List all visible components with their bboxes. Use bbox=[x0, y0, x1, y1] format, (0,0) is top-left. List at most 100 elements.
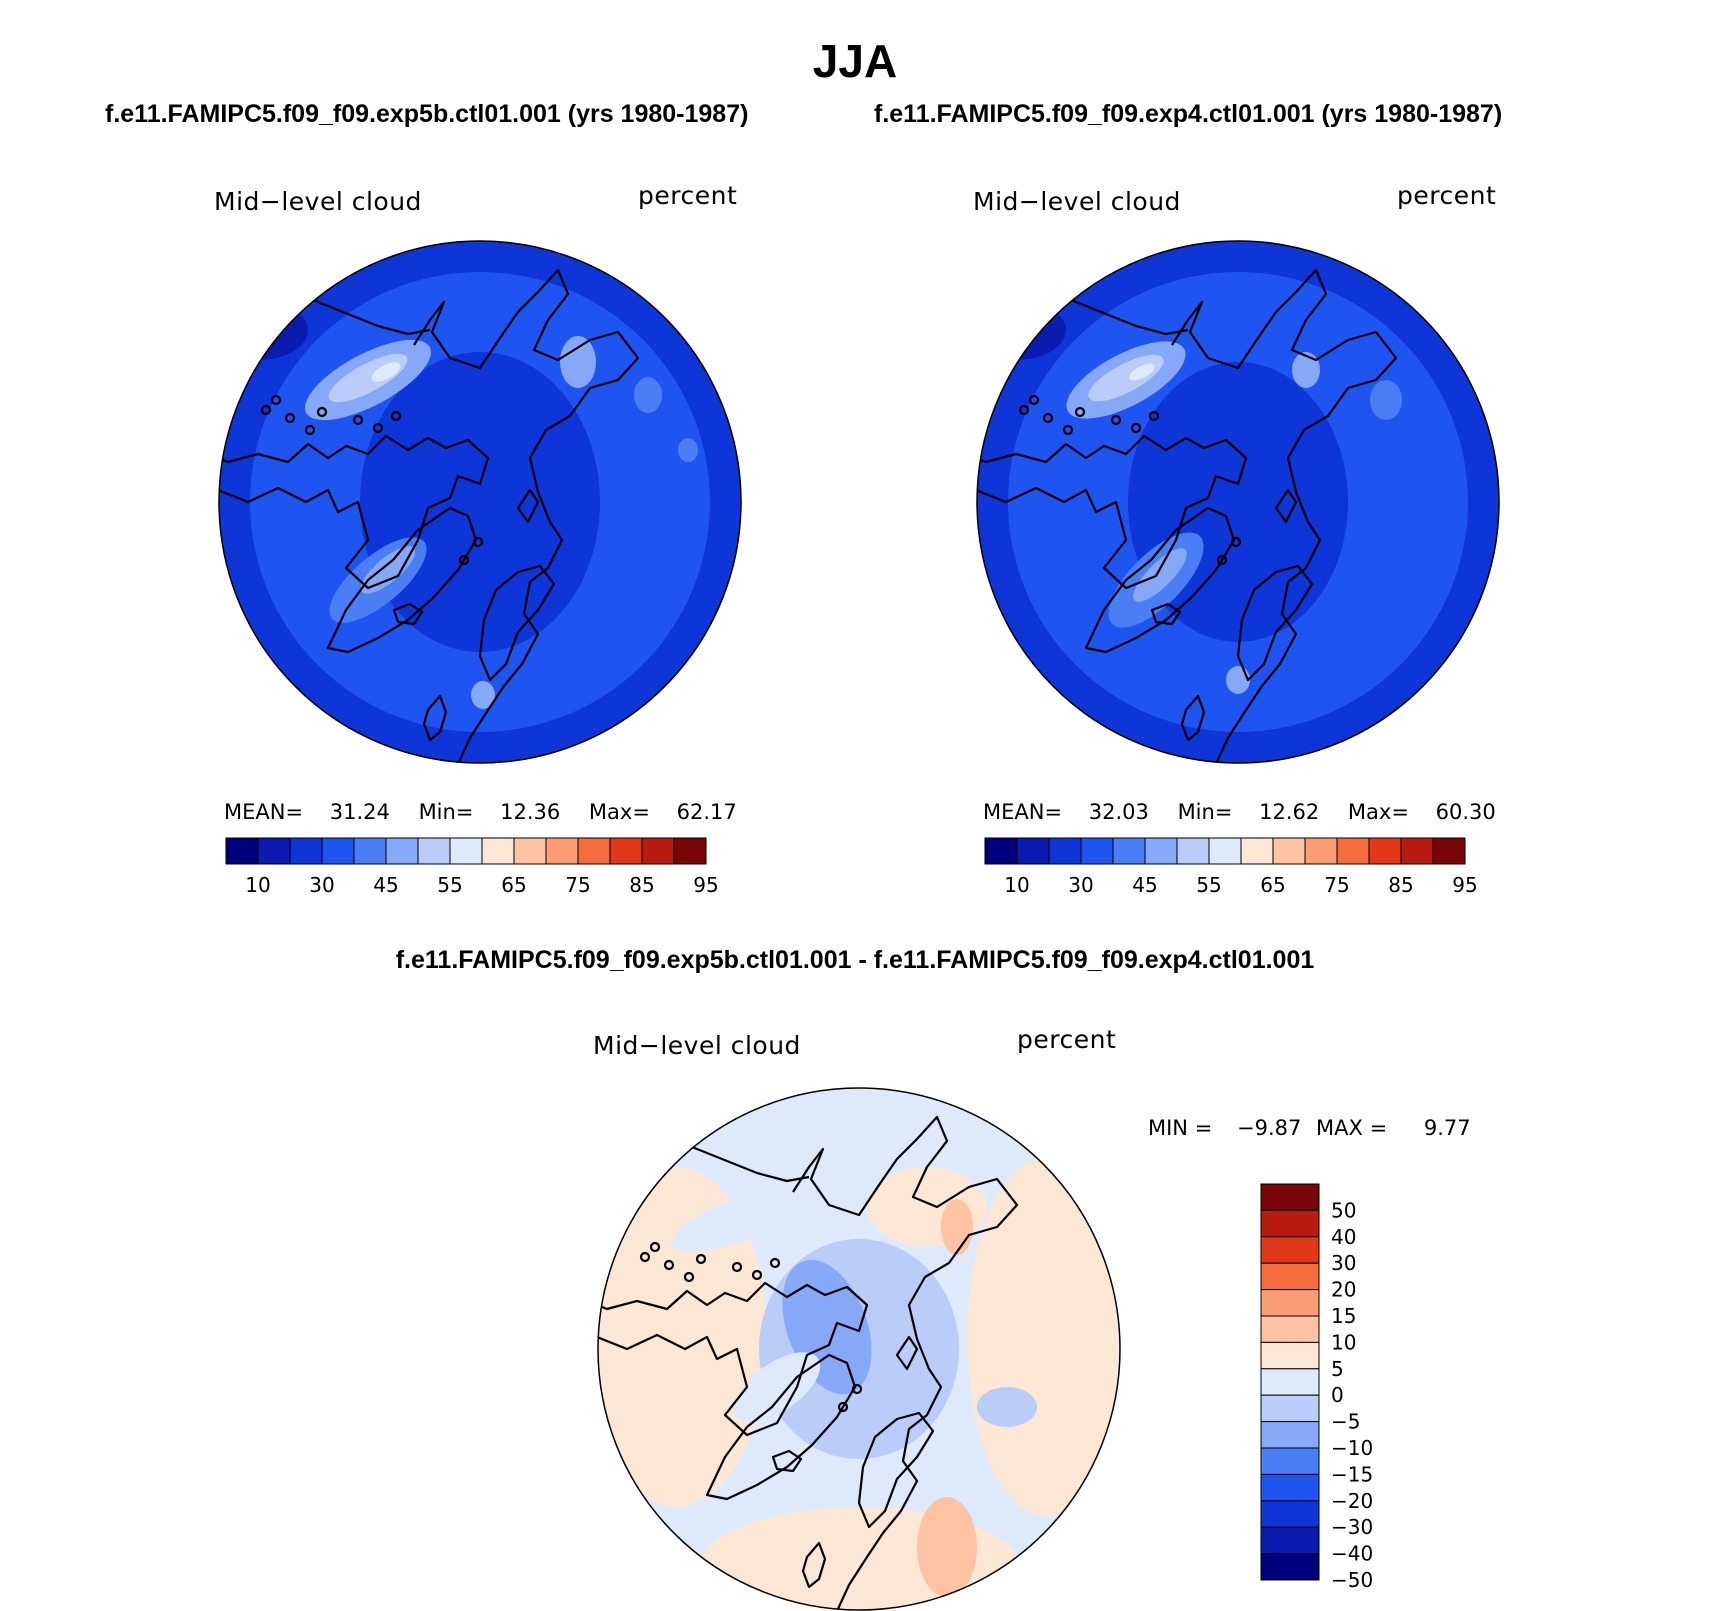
colorbar-swatch bbox=[1304, 837, 1338, 865]
colorbar-swatch bbox=[1240, 837, 1274, 865]
island bbox=[352, 414, 364, 426]
contour-region bbox=[1370, 380, 1402, 420]
colorbar-tick-label: 45 bbox=[373, 873, 398, 897]
coastline bbox=[392, 602, 424, 626]
contour-region bbox=[967, 1157, 1120, 1517]
panel1-colorbar: 10 30 45 55 65 75 85 95 bbox=[225, 837, 719, 897]
island bbox=[1028, 394, 1040, 406]
colorbar-swatch bbox=[1260, 1526, 1320, 1555]
colorbar-swatch bbox=[449, 837, 483, 865]
colorbar-tick-label: 85 bbox=[629, 873, 654, 897]
panel2-mean-value: 32.03 bbox=[1088, 800, 1149, 824]
panel1-mean-value: 31.24 bbox=[329, 800, 390, 824]
coastline bbox=[1150, 602, 1182, 626]
coastline bbox=[422, 694, 448, 742]
subtitle-right: f.e11.FAMIPC5.f09_f09.exp4.ctl01.001 (yr… bbox=[874, 100, 1503, 128]
coastline bbox=[1180, 694, 1206, 742]
colorbar-swatch bbox=[1260, 1447, 1320, 1475]
contour-region bbox=[371, 362, 401, 382]
contour-region bbox=[941, 1199, 973, 1255]
contour-region bbox=[1168, 446, 1308, 514]
colorbar-swatch bbox=[1260, 1209, 1320, 1238]
colorbar-swatch bbox=[1260, 1341, 1320, 1370]
colorbar-swatch bbox=[1208, 837, 1242, 865]
island bbox=[751, 1269, 763, 1281]
island bbox=[1018, 404, 1030, 416]
panel1-variable-label: Mid−level cloud bbox=[214, 187, 422, 216]
island bbox=[837, 1401, 849, 1413]
coastline bbox=[895, 1335, 919, 1371]
contour-region bbox=[1133, 548, 1187, 602]
panel2-min-label: Min= bbox=[1177, 800, 1233, 824]
colorbar-swatch bbox=[257, 837, 291, 865]
colorbar-swatch bbox=[545, 837, 579, 865]
coastline bbox=[326, 506, 478, 654]
panel2-colorbar: 10 30 45 55 65 75 85 95 bbox=[984, 837, 1478, 897]
island bbox=[649, 1241, 661, 1253]
coastline bbox=[219, 434, 490, 590]
colorbar-tick-label: 10 bbox=[1004, 873, 1029, 897]
island bbox=[1148, 410, 1160, 422]
panel3-max-label: MAX = bbox=[1316, 1116, 1388, 1140]
contour-region bbox=[1292, 352, 1320, 388]
contour-region bbox=[977, 300, 1066, 360]
map-border bbox=[976, 240, 1500, 764]
colorbar-tick-label: −15 bbox=[1331, 1462, 1373, 1486]
panel2-max-value: 60.30 bbox=[1435, 800, 1496, 824]
colorbar-swatch bbox=[1400, 837, 1434, 865]
colorbar-tick-label: 50 bbox=[1331, 1198, 1356, 1222]
colorbar-swatch bbox=[321, 837, 355, 865]
panel3-variable-label: Mid−level cloud bbox=[593, 1031, 801, 1060]
contour-region bbox=[917, 1497, 977, 1597]
island bbox=[260, 404, 272, 416]
island bbox=[1074, 406, 1086, 418]
island bbox=[1230, 536, 1242, 548]
island bbox=[284, 412, 296, 424]
colorbar-tick-label: −5 bbox=[1331, 1410, 1360, 1434]
colorbar-tick-label: 10 bbox=[1331, 1330, 1356, 1354]
colorbar-tick-label: 5 bbox=[1331, 1357, 1344, 1381]
colorbar-swatch bbox=[1272, 837, 1306, 865]
contour-region bbox=[598, 1167, 767, 1507]
colorbar-swatch bbox=[1260, 1183, 1320, 1211]
colorbar-swatch bbox=[984, 837, 1018, 865]
island bbox=[270, 394, 282, 406]
panel2-map bbox=[976, 240, 1500, 764]
colorbar-tick-label: 30 bbox=[309, 873, 334, 897]
island bbox=[731, 1261, 743, 1273]
colorbar-swatch bbox=[1260, 1236, 1320, 1264]
colorbar-tick-label: 15 bbox=[1331, 1304, 1356, 1328]
island bbox=[1042, 412, 1054, 424]
colorbar-tick-label: 45 bbox=[1132, 873, 1157, 897]
colorbar-tick-label: 30 bbox=[1331, 1251, 1356, 1275]
contour-region bbox=[360, 546, 416, 594]
colorbar-swatch bbox=[353, 837, 387, 865]
colorbar-swatch bbox=[385, 837, 419, 865]
island bbox=[663, 1259, 675, 1271]
colorbar-swatch bbox=[289, 837, 323, 865]
colorbar-swatch bbox=[1144, 837, 1178, 865]
colorbar-tick-label: 55 bbox=[437, 873, 462, 897]
panel2-stats: MEAN= 32.03 Min= 12.62 Max= 60.30 bbox=[983, 800, 1496, 824]
panel3-map bbox=[597, 1087, 1121, 1611]
colorbar-swatch bbox=[1260, 1289, 1320, 1317]
colorbar-swatch bbox=[1080, 837, 1114, 865]
panel3-min-value: −9.87 bbox=[1236, 1116, 1302, 1140]
coastline bbox=[1171, 268, 1398, 763]
colorbar-swatch bbox=[1260, 1500, 1320, 1528]
colorbar-swatch bbox=[1432, 837, 1466, 865]
panel2-variable-label: Mid−level cloud bbox=[973, 187, 1181, 216]
island bbox=[695, 1253, 707, 1265]
colorbar-swatch bbox=[641, 837, 675, 865]
island bbox=[1216, 554, 1228, 566]
contour-region bbox=[471, 681, 495, 709]
panel2-max-label: Max= bbox=[1347, 800, 1409, 824]
coastline bbox=[516, 488, 540, 524]
colorbar-swatch bbox=[609, 837, 643, 865]
contour-region bbox=[1129, 363, 1155, 381]
colorbar-swatch bbox=[1260, 1421, 1320, 1449]
contour-region bbox=[733, 1352, 821, 1422]
colorbar-tick-label: −30 bbox=[1331, 1515, 1373, 1539]
colorbar-tick-label: 65 bbox=[1260, 873, 1285, 897]
